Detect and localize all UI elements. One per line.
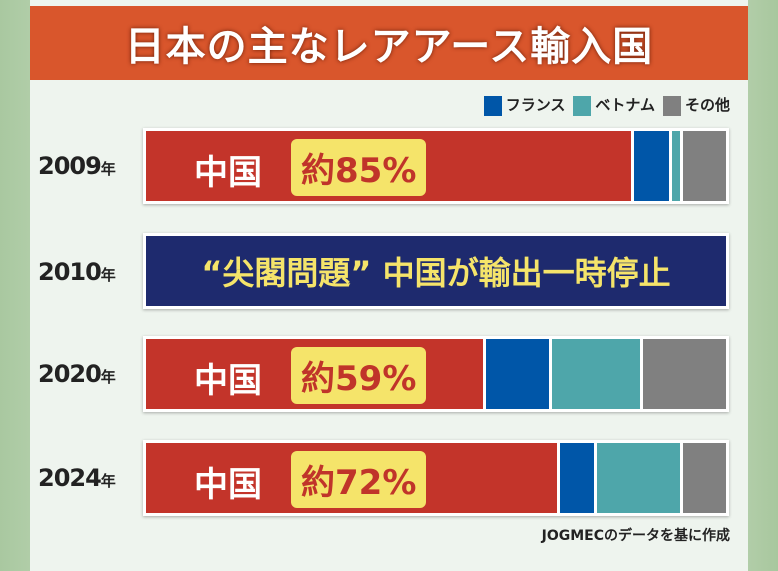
china-share-label: 約72% [291,451,427,508]
legend-item: ベトナム [573,94,655,116]
legend-label: ベトナム [595,96,655,114]
china-share-label: 約59% [291,347,427,404]
legend-item: その他 [662,94,730,116]
bar-segment-france [485,339,549,409]
bar-segment-china: 中国 約85% [146,131,632,201]
bar-segment-other [643,339,726,409]
bar-segment-vietnam [551,339,641,409]
china-share-label: 約85% [291,139,427,196]
bar-segment-other [683,443,726,513]
bar-2024: 中国 約72% [143,440,729,516]
bar-segment-other [683,131,726,201]
legend-label: フランス [505,96,566,114]
bar-2020: 中国 約59% [143,336,729,412]
bar-segment-china: 中国 約59% [146,339,483,409]
legend-swatch [483,95,502,116]
legend-swatch [662,95,681,116]
china-label: 中国 [194,361,262,401]
legend-label: その他 [684,96,730,114]
source-note: JOGMECのデータを基に作成 [541,528,730,544]
legend: フランス ベトナム その他 [483,94,730,116]
bar-segment-china: 中国 約72% [146,443,558,513]
china-label: 中国 [194,465,262,505]
legend-swatch [573,95,592,116]
bar-segment-france [634,131,669,201]
bar-segment-france [560,443,595,513]
bar-segment-vietnam [671,131,681,201]
bar-2009: 中国 約85% [143,128,729,204]
bar-segment-vietnam [597,443,681,513]
row-label-2010: 2010年 [38,258,116,286]
legend-item: フランス [483,94,566,116]
row-label-2024: 2024年 [38,464,116,492]
chart-title: 日本の主なレアアース輸入国 [30,6,748,80]
china-label: 中国 [194,153,262,193]
row-label-2020: 2020年 [38,360,116,388]
row-label-2009: 2009年 [38,152,116,180]
event-banner: “尖閣問題” 中国が輸出一時停止 [143,233,729,309]
